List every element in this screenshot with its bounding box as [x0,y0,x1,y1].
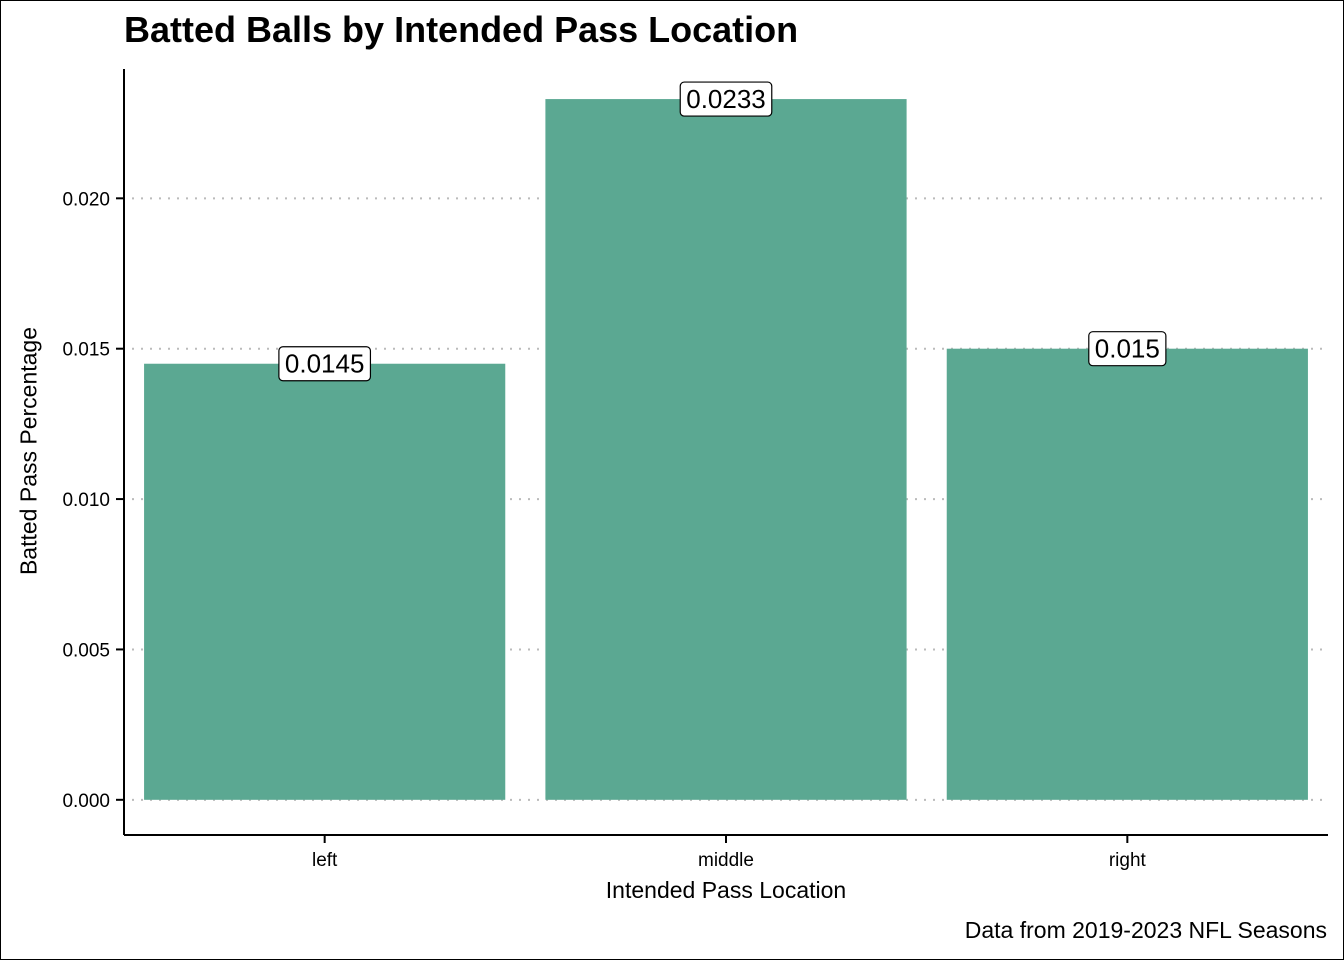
bar-middle [545,99,907,800]
data-label-box [1088,331,1167,367]
y-tick-label: 0.010 [62,490,110,511]
data-label-middle: 0.0233 [679,81,773,117]
y-tick-label: 0.005 [62,640,110,661]
chart-caption: Data from 2019-2023 NFL Seasons [964,917,1327,943]
data-label-right: 0.015 [1088,331,1167,367]
y-tick-label: 0.000 [62,791,110,812]
bar-right [946,348,1308,800]
x-tick-label: middle [698,850,754,871]
x-tick-label: right [1109,850,1147,871]
data-label-left: 0.0145 [278,346,372,382]
bar-left [144,363,506,800]
data-label-text: 0.0233 [686,84,766,114]
x-tick-label: left [312,850,338,871]
data-label-text: 0.015 [1095,334,1160,364]
data-label-box [278,346,372,382]
chart-title: Batted Balls by Intended Pass Location [124,9,799,50]
y-tick-label: 0.020 [62,189,110,210]
data-label-text: 0.0145 [285,349,365,379]
y-tick-label: 0.015 [62,340,110,361]
data-label-box [679,81,773,117]
x-axis-label: Intended Pass Location [605,877,847,903]
